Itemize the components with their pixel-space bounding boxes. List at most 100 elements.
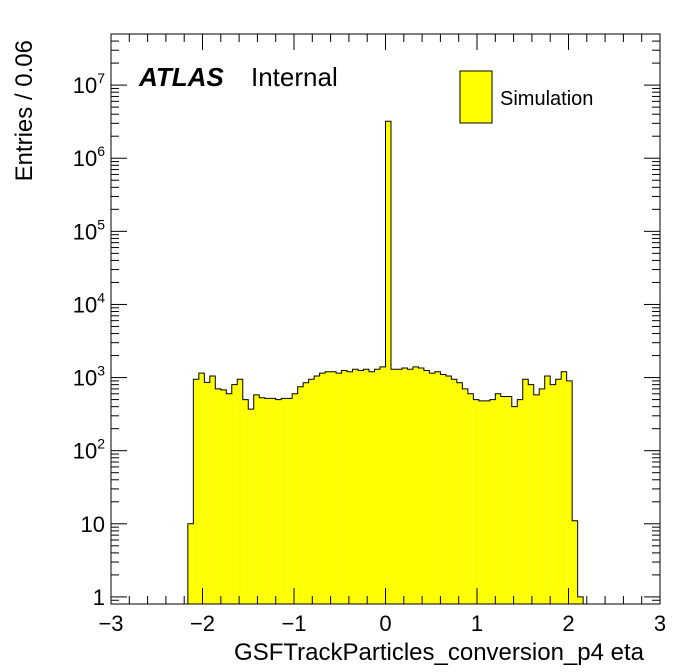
histogram-bar	[198, 373, 205, 604]
histogram-bar	[489, 399, 496, 604]
y-tick-label: 1	[93, 585, 105, 610]
histogram-bar	[385, 121, 391, 604]
histogram-bar	[209, 376, 216, 604]
legend-swatch	[459, 70, 493, 124]
histogram-bar	[566, 380, 573, 604]
histogram-bar	[193, 379, 199, 604]
histogram-bar	[467, 393, 474, 604]
histogram-bar	[517, 399, 523, 604]
histogram-bar	[522, 379, 529, 604]
histogram-bar	[577, 596, 584, 604]
x-tick-label: 1	[471, 611, 483, 636]
histogram-bar	[434, 371, 441, 604]
histogram-bar	[226, 393, 232, 604]
histogram-bar	[528, 384, 534, 604]
histogram-bar	[451, 379, 457, 604]
y-tick-label: 105	[73, 216, 105, 244]
x-axis-title: GSFTrackParticles_conversion_p4 eta	[234, 639, 645, 666]
histogram-bar	[511, 406, 518, 604]
histogram-bar	[347, 371, 353, 604]
histogram-bar	[220, 389, 227, 604]
x-tick-label: −3	[98, 611, 123, 636]
histogram-bar	[275, 399, 282, 604]
histogram-bar	[390, 369, 397, 604]
histogram-bar	[495, 393, 501, 604]
y-axis-ticks	[111, 33, 660, 605]
histogram-bar	[270, 398, 276, 604]
y-tick-label: 104	[73, 289, 105, 317]
y-tick-label: 10	[81, 512, 105, 537]
histogram-bar	[292, 393, 298, 604]
histogram-bar	[396, 369, 402, 604]
y-tick-label: 102	[73, 436, 105, 464]
x-tick-label: 0	[379, 611, 391, 636]
histogram-bar	[264, 398, 271, 604]
histogram-bar	[259, 397, 265, 604]
histogram-bar	[248, 409, 254, 604]
atlas-label: ATLAS	[138, 62, 224, 92]
histogram-bar	[204, 382, 210, 604]
histogram-bar	[281, 398, 287, 604]
histogram-bar	[561, 371, 567, 604]
histogram-bar	[506, 396, 512, 604]
histogram-bar	[484, 400, 490, 604]
y-tick-label: 106	[73, 143, 105, 171]
histogram-bar	[407, 369, 413, 604]
histogram-bar	[237, 379, 243, 604]
histogram-bar	[445, 376, 452, 604]
histogram-bar	[363, 369, 370, 604]
histogram-bar	[242, 399, 249, 604]
histogram-bar	[418, 368, 424, 604]
histogram-bar	[462, 388, 468, 604]
legend: Simulation	[459, 70, 593, 124]
x-tick-label: −1	[281, 611, 306, 636]
histogram-bar	[286, 398, 293, 604]
histogram-bar	[215, 388, 221, 604]
histogram-bar	[429, 373, 435, 604]
histogram-bar	[341, 370, 348, 604]
histogram-bar	[374, 369, 381, 604]
histogram-bar	[358, 370, 364, 604]
histogram-bars	[187, 120, 584, 604]
x-tick-label: −2	[190, 611, 215, 636]
histogram-bar	[330, 371, 337, 604]
y-tick-labels: 1 10 102 103 104 105 106 107	[73, 70, 105, 610]
histogram-bar	[325, 371, 331, 604]
histogram-bar	[319, 373, 326, 604]
x-tick-labels: −3 −2 −1 0 1 2 3	[98, 611, 666, 636]
legend-entry-simulation: Simulation	[500, 88, 593, 110]
histogram-bar	[555, 379, 562, 604]
histogram-bar	[369, 371, 375, 604]
histogram-bar	[308, 379, 315, 604]
histogram-bar	[440, 374, 446, 604]
histogram-bar	[401, 368, 408, 604]
histogram-bar	[423, 370, 430, 604]
histogram-bar	[544, 376, 551, 604]
histogram-bar	[314, 376, 320, 604]
x-axis-ticks	[110, 34, 661, 604]
histogram-bar	[187, 523, 194, 604]
y-axis-title: Entries / 0.06	[11, 40, 38, 181]
histogram-outline	[187, 120, 584, 604]
histogram-bar	[352, 369, 359, 604]
internal-label: Internal	[251, 62, 338, 92]
histogram-bar	[533, 394, 540, 604]
histogram-bar	[336, 373, 342, 604]
histogram-bar	[412, 366, 419, 604]
histogram-bar	[253, 394, 260, 604]
y-tick-label: 103	[73, 363, 105, 391]
histogram-bar	[456, 382, 463, 604]
x-tick-label: 3	[654, 611, 666, 636]
histogram-bar	[473, 399, 479, 604]
histogram-bar	[539, 388, 545, 604]
histogram-bar	[572, 520, 578, 604]
histogram-bar	[380, 366, 386, 604]
histogram-bar	[231, 384, 238, 604]
x-tick-label: 2	[562, 611, 574, 636]
histogram-bar	[303, 382, 309, 604]
y-tick-label: 107	[73, 70, 105, 98]
histogram-bar	[297, 386, 304, 604]
histogram-bar	[478, 400, 485, 604]
histogram-bar	[500, 396, 507, 604]
